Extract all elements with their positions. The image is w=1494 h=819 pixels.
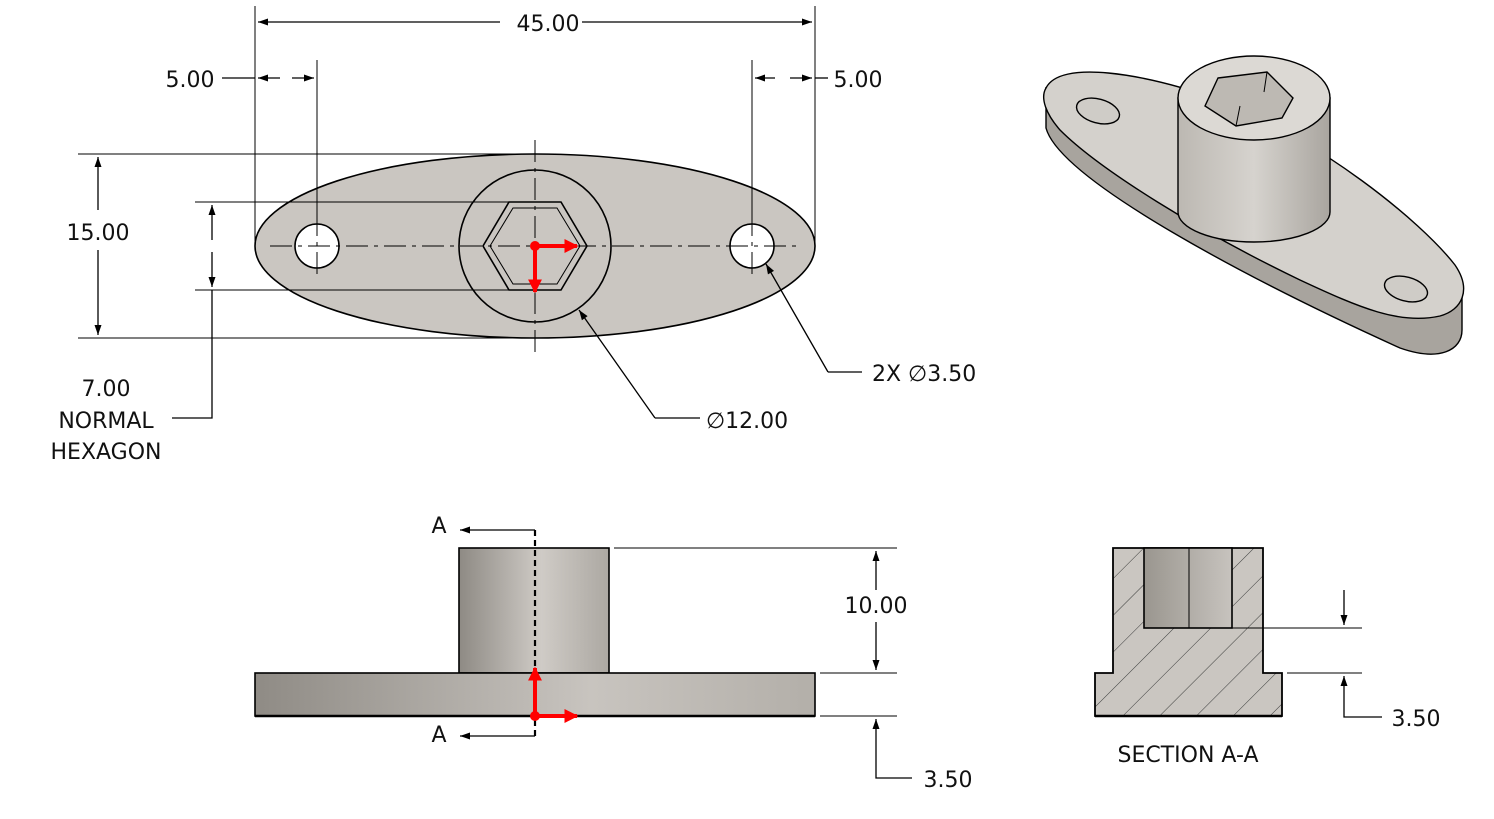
dim-base-thickness-front-text: 3.50 — [924, 768, 973, 793]
top-view — [254, 140, 816, 352]
dim-base-thickness-section-text: 3.50 — [1392, 707, 1441, 732]
coordinate-axes-top — [528, 239, 579, 294]
dim-base-thickness-front: 3.50 — [820, 715, 973, 793]
dim-hex-size-text: 7.00 — [82, 377, 131, 402]
dim-hex-note-line2: HEXAGON — [51, 440, 162, 465]
callout-hole-diameter: 2X ∅3.50 — [765, 263, 976, 387]
iso-hole-left — [1075, 97, 1121, 125]
section-hex-bore — [1143, 547, 1233, 629]
isometric-view — [1042, 55, 1465, 355]
dim-boss-height: 10.00 — [614, 547, 908, 674]
section-mark-bottom: A — [431, 723, 446, 748]
section-a-a-view: SECTION A-A — [1094, 547, 1283, 768]
coordinate-axes-front — [528, 666, 579, 723]
dim-right-offset-text: 5.00 — [834, 68, 883, 93]
dim-overall-length: 45.00 — [254, 6, 816, 246]
callout-boss-diameter: ∅12.00 — [578, 309, 788, 434]
callout-boss-text: ∅12.00 — [706, 409, 788, 434]
callout-hole-text: 2X ∅3.50 — [872, 362, 976, 387]
dim-base-thickness-section: 3.50 — [1232, 590, 1440, 732]
dim-left-offset-text: 5.00 — [166, 68, 215, 93]
dim-right-hole-offset: 5.00 — [751, 60, 883, 224]
dim-hex-size: 7.00 NORMAL HEXAGON — [51, 201, 509, 465]
iso-hole-right — [1383, 275, 1429, 303]
dim-hex-note-line1: NORMAL — [58, 409, 154, 434]
dim-overall-length-text: 45.00 — [517, 12, 580, 37]
dim-width-text: 15.00 — [67, 221, 130, 246]
front-view: A A — [254, 514, 816, 748]
dim-boss-height-text: 10.00 — [845, 594, 908, 619]
dim-left-hole-offset: 5.00 — [166, 60, 318, 224]
dim-width: 15.00 — [67, 153, 535, 339]
section-mark-top: A — [431, 514, 446, 539]
section-label: SECTION A-A — [1118, 743, 1259, 768]
